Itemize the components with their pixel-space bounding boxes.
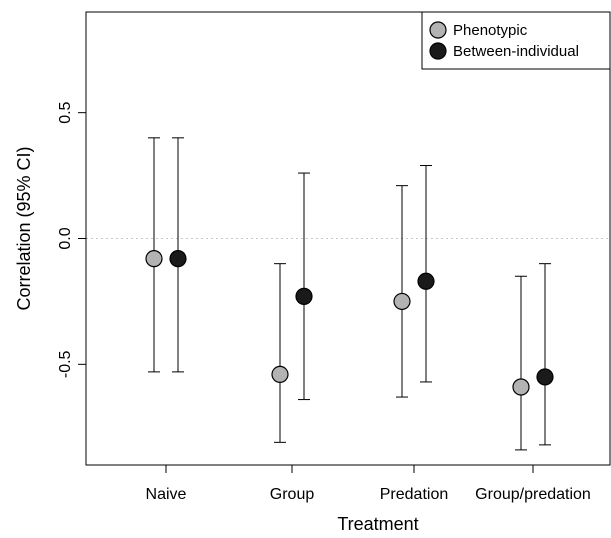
legend-label: Between-individual xyxy=(453,43,579,60)
x-axis-title: Treatment xyxy=(337,514,418,534)
phenotypic-point xyxy=(393,292,411,311)
error-bar-layer xyxy=(148,137,551,451)
between-individual-point xyxy=(169,250,187,268)
between-individual-point xyxy=(295,287,313,305)
y-tick-label: -0.5 xyxy=(57,350,74,378)
x-axis: Naive Group Predation Group/predation xyxy=(146,465,591,503)
y-axis-title: Correlation (95% CI) xyxy=(14,146,34,310)
legend-label: Phenotypic xyxy=(453,22,528,39)
phenotypic-point xyxy=(512,378,530,396)
y-axis: -0.5 0.0 0.5 xyxy=(57,101,86,378)
legend: Phenotypic Between-individual xyxy=(421,11,611,70)
legend-marker xyxy=(429,21,447,39)
point-layer xyxy=(145,250,554,396)
x-tick-label: Naive xyxy=(146,486,187,503)
phenotypic-point xyxy=(271,365,289,383)
y-tick-label: 0.0 xyxy=(57,227,74,249)
legend-box xyxy=(421,11,611,70)
x-tick-label: Predation xyxy=(380,486,449,503)
legend-marker xyxy=(429,42,447,60)
y-tick-label: 0.5 xyxy=(57,101,74,123)
x-tick-label: Group xyxy=(270,486,315,503)
x-tick-label: Group/predation xyxy=(475,486,591,503)
between-individual-point xyxy=(417,272,435,290)
between-individual-point xyxy=(536,368,554,386)
phenotypic-point xyxy=(145,250,163,268)
